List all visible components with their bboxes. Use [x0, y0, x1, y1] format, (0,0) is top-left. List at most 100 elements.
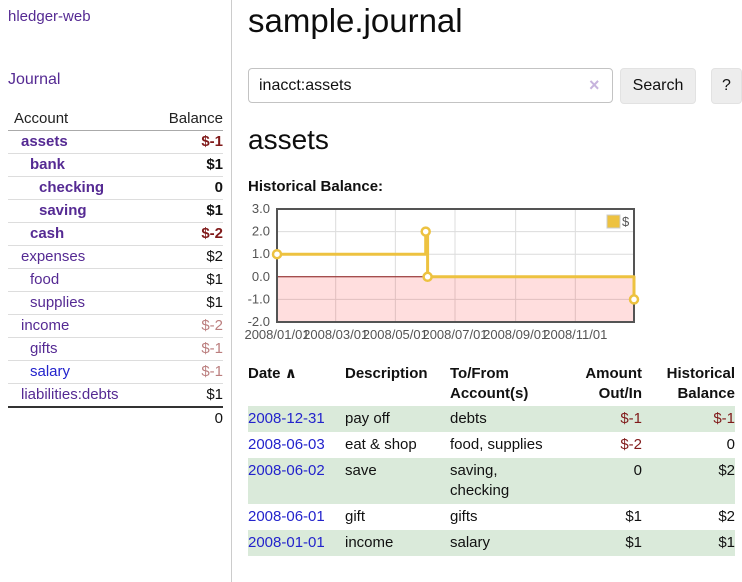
chart-svg: $3.0 2.0 1.0 0.0 -1.0 -2.02008/01/012008/03/0…	[244, 201, 640, 342]
account-row: cash $-2	[8, 222, 223, 246]
svg-text:-1.0: -1.0	[248, 291, 270, 306]
account-row: checking 0	[8, 176, 223, 200]
account-balance: $1	[147, 153, 223, 177]
amount-column-header: Amount Out/In	[585, 365, 642, 402]
main-content: sample.journal × Search ? assets Histori…	[244, 0, 742, 582]
sidebar-account-link[interactable]: salary	[30, 363, 71, 380]
account-heading: assets	[248, 124, 329, 155]
transaction-balance: $-1	[713, 410, 735, 427]
sidebar-account-link[interactable]: supplies	[30, 294, 86, 311]
transaction-row: 2008-06-01 gift gifts $1 $2	[248, 504, 735, 530]
account-balance: $1	[147, 291, 223, 315]
sidebar-account-link[interactable]: saving	[39, 202, 87, 219]
transaction-amount: $1	[625, 508, 642, 525]
account-row: liabilities:debts $1	[8, 383, 223, 407]
transaction-accounts: debts	[450, 410, 487, 427]
svg-text:1.0: 1.0	[252, 246, 270, 261]
account-balance: $-2	[147, 222, 223, 246]
transaction-balance: 0	[726, 436, 735, 453]
accounts-table-header: Account Balance	[8, 107, 223, 131]
transaction-balance: $2	[718, 462, 735, 479]
account-row: income $-2	[8, 314, 223, 338]
sidebar-account-link[interactable]: bank	[30, 156, 66, 173]
account-balance: $-1	[147, 337, 223, 361]
transaction-accounts: salary	[450, 534, 491, 551]
sidebar: hledger-web Journal Account Balance asse…	[0, 0, 232, 582]
description-column-header: Description	[345, 365, 428, 382]
transaction-description: eat & shop	[345, 436, 417, 453]
account-balance: $-2	[147, 314, 223, 338]
historical-balance-chart: $3.0 2.0 1.0 0.0 -1.0 -2.0 2008/01/01 2008/03/0…	[244, 197, 650, 343]
transaction-row: 2008-12-31 pay off debts $-1 $-1	[248, 406, 735, 432]
svg-text:2008/09/01: 2008/09/01	[483, 327, 548, 342]
sidebar-account-link[interactable]: cash	[30, 225, 65, 242]
search-button[interactable]: Search	[620, 68, 696, 104]
transaction-date-link[interactable]: 2008-06-01	[248, 508, 325, 525]
sidebar-account-link[interactable]: gifts	[30, 340, 58, 357]
transaction-amount: $-1	[620, 410, 642, 427]
transaction-balance: $2	[718, 508, 735, 525]
svg-text:2.0: 2.0	[252, 224, 270, 239]
svg-text:-2.0: -2.0	[248, 314, 270, 329]
transactions-header-row: Date ∧ Description To/From Account(s) Am…	[248, 362, 735, 406]
sidebar-account-link[interactable]: assets	[21, 133, 68, 150]
accounts-column-header: To/From Account(s)	[450, 365, 529, 402]
account-balance: $1	[147, 383, 223, 407]
chart-title: Historical Balance:	[248, 178, 384, 195]
transactions-table: Date ∧ Description To/From Account(s) Am…	[248, 362, 735, 556]
transaction-amount: 0	[633, 462, 642, 479]
sidebar-account-link[interactable]: food	[30, 271, 60, 288]
transaction-description: pay off	[345, 410, 390, 427]
accounts-total-value: 0	[147, 406, 223, 430]
svg-text:2008/05/01: 2008/05/01	[363, 327, 428, 342]
nav-journal-link[interactable]: Journal	[8, 71, 61, 88]
transaction-amount: $1	[625, 534, 642, 551]
account-row: bank $1	[8, 153, 223, 177]
account-row: saving $1	[8, 199, 223, 223]
page-title: sample.journal	[248, 2, 463, 39]
account-row: gifts $-1	[8, 337, 223, 361]
transaction-date-link[interactable]: 2008-06-03	[248, 436, 325, 453]
transaction-date-link[interactable]: 2008-06-02	[248, 462, 325, 479]
accounts-table: Account Balance assets $-1 bank $1 checking 0…	[8, 107, 223, 430]
date-column-header: Date ∧	[248, 365, 297, 382]
transaction-accounts: gifts	[450, 508, 478, 525]
account-balance: $2	[147, 245, 223, 269]
svg-text:3.0: 3.0	[252, 201, 270, 216]
account-column-header: Account	[8, 107, 148, 131]
sidebar-account-link[interactable]: expenses	[21, 248, 86, 265]
balance-column-header: Balance	[147, 107, 223, 131]
account-balance: 0	[147, 176, 223, 200]
help-button[interactable]: ?	[711, 68, 742, 104]
balance-column-header: Historical Balance	[666, 365, 735, 402]
transaction-row: 2008-06-03 eat & shop food, supplies $-2 0	[248, 432, 735, 458]
transaction-description: income	[345, 534, 394, 551]
clear-search-icon[interactable]: ×	[589, 75, 600, 95]
transaction-date-link[interactable]: 2008-01-01	[248, 534, 325, 551]
sidebar-account-link[interactable]: checking	[39, 179, 105, 196]
svg-text:2008/07/01: 2008/07/01	[422, 327, 487, 342]
search-form: × Search ?	[248, 68, 742, 104]
transaction-description: save	[345, 462, 377, 479]
search-input[interactable]	[248, 68, 613, 103]
account-balance: $1	[147, 199, 223, 223]
transaction-accounts: saving, checking	[450, 462, 510, 499]
account-row: salary $-1	[8, 360, 223, 384]
svg-text:2008/01/01: 2008/01/01	[244, 327, 309, 342]
transaction-description: gift	[345, 508, 366, 525]
account-balance: $-1	[147, 360, 223, 384]
svg-text:$: $	[622, 214, 630, 229]
transaction-date-link[interactable]: 2008-12-31	[248, 410, 325, 427]
account-row: assets $-1	[8, 131, 223, 154]
spacer	[8, 406, 148, 430]
sidebar-account-link[interactable]: liabilities:debts	[21, 386, 119, 403]
brand-link[interactable]: hledger-web	[8, 8, 91, 25]
transaction-accounts: food, supplies	[450, 436, 543, 453]
transaction-amount: $-2	[620, 436, 642, 453]
transaction-row: 2008-01-01 income salary $1 $1	[248, 530, 735, 556]
account-row: food $1	[8, 268, 223, 292]
sidebar-account-link[interactable]: income	[21, 317, 70, 334]
account-row: expenses $2	[8, 245, 223, 269]
accounts-total-row: 0	[8, 406, 223, 430]
svg-text:2008/03/01: 2008/03/01	[303, 327, 368, 342]
